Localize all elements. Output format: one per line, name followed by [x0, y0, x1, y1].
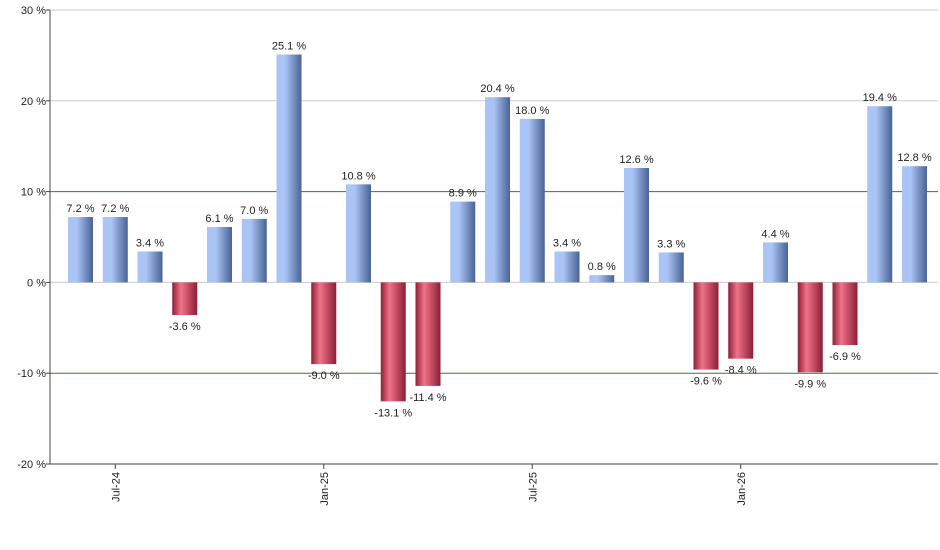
bar-positive	[867, 106, 893, 283]
bar-negative	[380, 282, 406, 402]
data-label: -9.9 %	[794, 378, 826, 390]
data-label: 7.2 %	[101, 203, 129, 215]
bar-positive	[207, 227, 232, 283]
bar-positive	[68, 217, 93, 283]
data-label: -9.0 %	[308, 370, 340, 382]
y-tick-label: 10 %	[21, 187, 46, 199]
y-tick-label: -20 %	[17, 459, 46, 471]
x-tick-label: Jan-25	[319, 472, 331, 506]
bar-positive	[102, 217, 128, 283]
axes: 30 % 20 % 10 % 0 % -10 % -20 % Jul-24 Jan-25 Jul…	[17, 5, 938, 506]
bar-positive	[589, 275, 615, 283]
data-label: 7.2 %	[66, 203, 94, 215]
x-tick-label: Jan-26	[736, 472, 748, 506]
bar-positive	[658, 252, 684, 283]
bar-positive	[346, 184, 371, 283]
data-label: -13.1 %	[374, 407, 412, 419]
bar-positive	[485, 97, 510, 283]
data-label: 19.4 %	[863, 92, 897, 104]
data-label: -6.9 %	[829, 351, 861, 363]
bars	[68, 54, 927, 402]
bar-negative	[693, 282, 719, 370]
data-label: 12.6 %	[619, 154, 653, 166]
y-tick-label: -10 %	[17, 368, 46, 380]
bar-negative	[728, 282, 754, 359]
bar-positive	[450, 201, 476, 283]
data-label: 25.1 %	[272, 40, 306, 52]
data-label: -3.6 %	[169, 321, 201, 333]
data-label: 4.4 %	[761, 228, 789, 240]
data-label: 7.0 %	[240, 205, 268, 217]
bar-negative	[797, 282, 823, 373]
data-label: 3.4 %	[136, 238, 164, 250]
data-label: 18.0 %	[515, 105, 549, 117]
x-tick-label: Jul-25	[527, 472, 539, 502]
data-label: 10.8 %	[341, 170, 375, 182]
data-label: 6.1 %	[205, 213, 233, 225]
bar-positive	[763, 242, 788, 283]
data-label: 12.8 %	[897, 152, 931, 164]
bar-positive	[276, 54, 302, 283]
bar-positive	[624, 167, 649, 283]
x-tick-label: Jul-24	[110, 472, 122, 502]
bar-positive	[241, 218, 267, 283]
data-label: 3.3 %	[657, 238, 685, 250]
y-tick-label: 20 %	[21, 96, 46, 108]
bar-negative	[832, 282, 858, 346]
bar-negative	[172, 282, 198, 316]
bar-positive	[902, 166, 927, 283]
bar-positive	[554, 251, 580, 283]
data-label: 20.4 %	[480, 83, 514, 95]
bar-negative	[311, 282, 337, 365]
data-label: -9.6 %	[690, 376, 722, 388]
data-label: 3.4 %	[553, 238, 581, 250]
data-label: -11.4 %	[409, 392, 446, 404]
y-tick-label: 0 %	[27, 277, 46, 289]
data-labels: 7.2 % 7.2 % 3.4 % -3.6 % 6.1 % 7.0 % 25.1 % -9.…	[66, 40, 931, 419]
bar-positive	[519, 118, 545, 283]
bar-positive	[137, 251, 163, 283]
data-label: -8.4 %	[725, 365, 757, 377]
data-label: 8.9 %	[449, 188, 477, 200]
data-label: 0.8 %	[588, 261, 616, 273]
bar-negative	[415, 282, 441, 386]
y-tick-label: 30 %	[21, 5, 46, 17]
